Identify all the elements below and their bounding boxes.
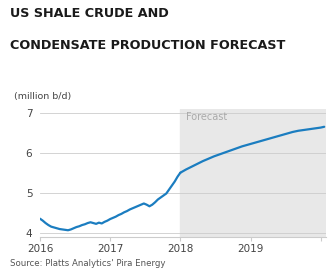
Text: CONDENSATE PRODUCTION FORECAST: CONDENSATE PRODUCTION FORECAST — [10, 39, 285, 52]
Text: Forecast: Forecast — [186, 112, 227, 122]
Text: (million b/d): (million b/d) — [14, 92, 72, 101]
Bar — [180, 109, 333, 237]
Text: US SHALE CRUDE AND: US SHALE CRUDE AND — [10, 7, 169, 20]
Text: Source: Platts Analytics' Pira Energy: Source: Platts Analytics' Pira Energy — [10, 259, 166, 268]
